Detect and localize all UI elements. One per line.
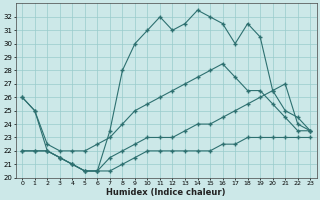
X-axis label: Humidex (Indice chaleur): Humidex (Indice chaleur) <box>107 188 226 197</box>
